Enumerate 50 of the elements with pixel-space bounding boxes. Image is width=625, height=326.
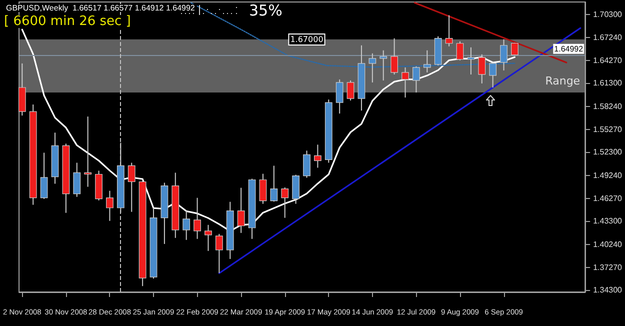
candlestick [40,152,48,200]
y-tick-label: 1.52300 [593,148,623,157]
y-tick-label: 1.64270 [593,56,623,65]
candlestick [380,50,388,81]
y-tick-label: 1.55270 [593,124,623,134]
candlestick [412,66,420,93]
y-tick-label: 1.43300 [593,216,623,226]
candlestick [237,187,245,234]
y-tick-label: 1.46270 [593,194,623,203]
candlestick [445,14,453,47]
annotation: 35% [249,2,282,20]
candlestick [467,46,475,75]
candlestick [478,54,486,84]
band-label: Range [545,74,580,88]
line-series [21,28,516,232]
y-tick-label: 1.58240 [593,102,623,112]
candlestick [106,190,114,222]
y-tick-label: 1.40240 [593,240,623,250]
ref-line-label: 1.64992 [554,44,584,54]
candlestick [259,173,267,204]
y-tick-label: 1.49240 [593,171,623,180]
candlestick [194,197,201,240]
candlestick [402,66,409,98]
candlestick [303,150,310,178]
chart-title: GBPUSD,Weekly 1.66517 1.66577 1.64912 1.64992 [6,4,196,12]
candlestick [390,38,398,75]
candlestick [500,38,508,71]
candlestick [84,116,92,188]
candlestick [292,174,300,204]
candlestick [270,165,278,202]
candlestick [346,80,354,102]
candlestick [368,52,376,83]
candlestick [336,78,344,114]
annotation: 1.67000 [290,35,324,44]
candlestick [215,233,223,274]
annotation: [ 6600 min 26 sec ] [4,14,131,29]
candlestick [204,224,212,252]
y-tick-label: 1.34300 [593,286,623,295]
y-tick-label: 1.70300 [593,10,623,19]
candlestick [182,210,190,240]
candlestick [128,162,136,212]
y-tick-label: 1.67240 [593,33,623,42]
candlestick [489,62,497,88]
candlestick [314,144,322,168]
y-tick-label: 1.37270 [593,262,623,272]
candlestick [73,162,81,198]
candlestick [423,50,431,73]
candlestick [281,186,289,218]
y-tick-label: 1.61300 [593,78,623,88]
candlestick [456,40,464,61]
